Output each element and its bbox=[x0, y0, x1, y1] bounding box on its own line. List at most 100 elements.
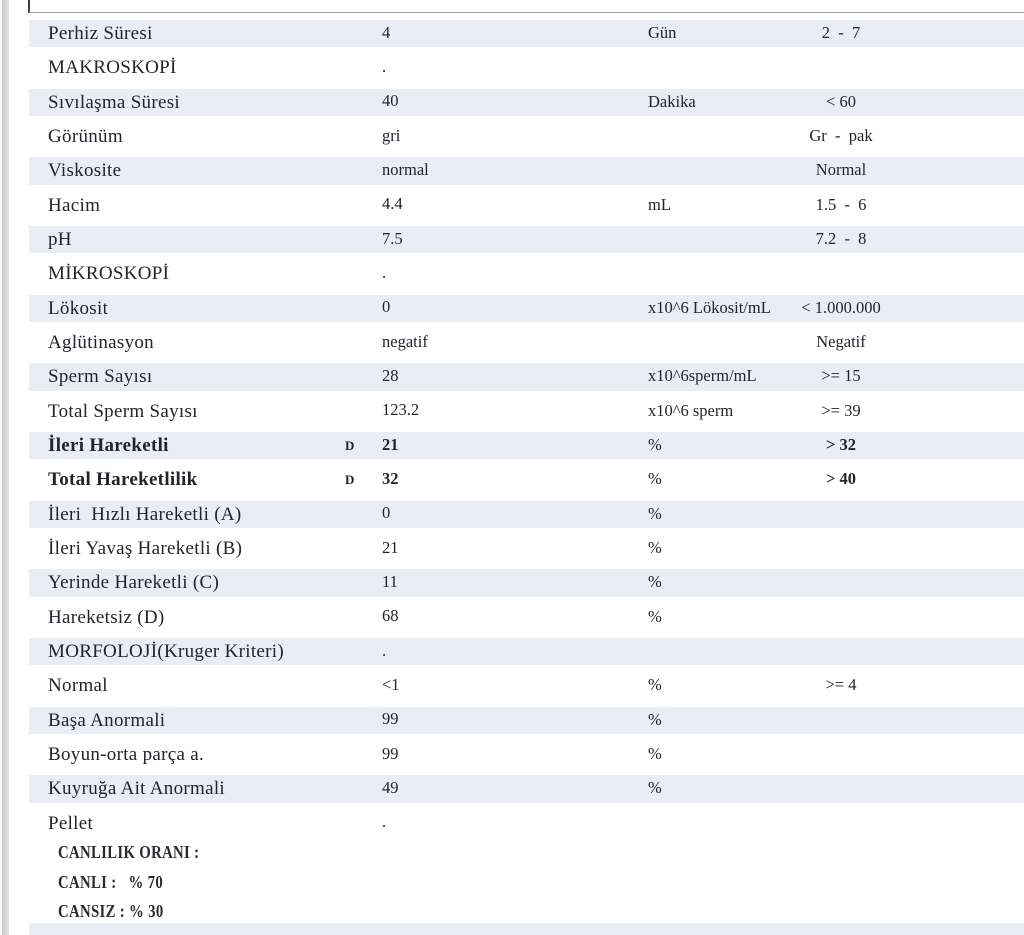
parameter-name: MORFOLOJİ(Kruger Kriteri) bbox=[48, 641, 284, 663]
result-unit: x10^6 Lökosit/mL bbox=[648, 297, 771, 317]
result-value: 21 bbox=[382, 537, 399, 557]
reference-range bbox=[741, 807, 941, 841]
lab-results-table: Perhiz Süresi 4 Gün 2 - 7 MAKROSKOPİ . S… bbox=[29, 17, 1024, 841]
flag-indicator: D bbox=[345, 472, 355, 488]
result-unit: x10^6sperm/mL bbox=[648, 366, 757, 386]
table-row: İleri Yavaş Hareketli (B) 21 % bbox=[29, 532, 1024, 566]
result-value: 0 bbox=[382, 503, 391, 523]
reference-range bbox=[741, 704, 941, 738]
table-row: Sperm Sayısı 28 x10^6sperm/mL >= 15 bbox=[29, 360, 1024, 394]
result-unit: Dakika bbox=[648, 91, 696, 111]
reference-range: > 40 bbox=[825, 469, 857, 489]
table-row: Görünüm gri Gr - pak bbox=[29, 120, 1024, 154]
parameter-name: Normal bbox=[48, 675, 108, 697]
parameter-name: İleri Yavaş Hareketli (B) bbox=[48, 538, 243, 560]
result-unit: % bbox=[648, 778, 662, 798]
parameter-name: Başa Anormali bbox=[48, 709, 166, 731]
reference-range bbox=[741, 51, 941, 85]
result-value: . bbox=[382, 812, 387, 832]
reference-range: 7.2 - 8 bbox=[815, 229, 867, 249]
result-value: . bbox=[382, 56, 387, 76]
result-unit: mL bbox=[648, 194, 671, 214]
reference-range: 2 - 7 bbox=[821, 23, 861, 43]
table-row: Sıvılaşma Süresi 40 Dakika < 60 bbox=[29, 86, 1024, 120]
result-unit: % bbox=[648, 469, 662, 489]
table-top-rule bbox=[29, 12, 1024, 13]
result-value: 123.2 bbox=[382, 400, 420, 420]
table-row: Lökosit 0 x10^6 Lökosit/mL < 1.000.000 bbox=[29, 292, 1024, 326]
result-unit: % bbox=[648, 675, 662, 695]
parameter-name: Viskosite bbox=[48, 160, 122, 182]
result-value: 4 bbox=[382, 22, 391, 42]
reference-range: Gr - pak bbox=[809, 126, 873, 146]
reference-range bbox=[741, 738, 941, 772]
reference-range: >= 4 bbox=[825, 675, 857, 695]
parameter-name: Hareketsiz (D) bbox=[48, 606, 165, 628]
reference-range: Negatif bbox=[816, 332, 866, 352]
parameter-name: MAKROSKOPİ bbox=[48, 57, 177, 79]
result-value: negatif bbox=[382, 331, 428, 351]
table-row: Yerinde Hareketli (C) 11 % bbox=[29, 566, 1024, 600]
table-row: Aglütinasyon negatif Negatif bbox=[29, 326, 1024, 360]
result-value: gri bbox=[382, 125, 401, 145]
parameter-name: Kuyruğa Ait Anormali bbox=[48, 778, 225, 800]
flag-indicator: D bbox=[345, 438, 355, 454]
table-row: Total Hareketlilik D 32 % > 40 bbox=[29, 463, 1024, 497]
table-row: Viskosite normal Normal bbox=[29, 154, 1024, 188]
table-row: İleri Hızlı Hareketli (A) 0 % bbox=[29, 498, 1024, 532]
result-value: 21 bbox=[382, 434, 399, 454]
table-row: MAKROSKOPİ . bbox=[29, 51, 1024, 85]
result-value: 4.4 bbox=[382, 194, 403, 214]
result-unit: % bbox=[648, 606, 662, 626]
result-value: 99 bbox=[382, 743, 399, 763]
reference-range bbox=[741, 635, 941, 669]
table-row: Total Sperm Sayısı 123.2 x10^6 sperm >= … bbox=[29, 395, 1024, 429]
result-value: 99 bbox=[382, 709, 399, 729]
parameter-name: Sperm Sayısı bbox=[48, 366, 153, 388]
result-value: 0 bbox=[382, 297, 391, 317]
result-unit: % bbox=[648, 503, 662, 523]
reference-range: > 32 bbox=[825, 435, 857, 455]
parameter-name: MİKROSKOPİ bbox=[48, 263, 170, 285]
reference-range: >= 15 bbox=[821, 366, 861, 386]
result-value: normal bbox=[382, 159, 429, 179]
result-unit: % bbox=[648, 744, 662, 764]
reference-range bbox=[741, 257, 941, 291]
vitality-dead: CANSIZ : % 30 bbox=[58, 901, 164, 922]
result-unit: % bbox=[648, 435, 662, 455]
reference-range bbox=[741, 532, 941, 566]
result-value: . bbox=[382, 640, 387, 660]
table-row: MİKROSKOPİ . bbox=[29, 257, 1024, 291]
parameter-name: Görünüm bbox=[48, 126, 123, 148]
parameter-name: Lökosit bbox=[48, 297, 109, 319]
table-row: Başa Anormali 99 % bbox=[29, 704, 1024, 738]
reference-range: 1.5 - 6 bbox=[815, 194, 867, 214]
parameter-name: Boyun-orta parça a. bbox=[48, 744, 205, 766]
result-value: 68 bbox=[382, 606, 399, 626]
table-row: pH 7.5 7.2 - 8 bbox=[29, 223, 1024, 257]
table-row: İleri Hareketli D 21 % > 32 bbox=[29, 429, 1024, 463]
result-value: . bbox=[382, 262, 387, 282]
reference-range bbox=[741, 498, 941, 532]
vitality-alive: CANLI : % 70 bbox=[58, 871, 164, 892]
result-value: 11 bbox=[382, 571, 398, 591]
table-row: Hacim 4.4 mL 1.5 - 6 bbox=[29, 189, 1024, 223]
page-edge-strip bbox=[2, 0, 9, 935]
result-unit: % bbox=[648, 572, 662, 592]
result-value: 40 bbox=[382, 91, 399, 111]
reference-range bbox=[741, 566, 941, 600]
parameter-name: Hacim bbox=[48, 194, 101, 216]
result-value: 32 bbox=[382, 468, 399, 488]
result-unit: Gün bbox=[648, 23, 677, 43]
reference-range: Normal bbox=[815, 160, 867, 180]
table-row: Kuyruğa Ait Anormali 49 % bbox=[29, 772, 1024, 806]
result-unit: % bbox=[648, 709, 662, 729]
table-row: MORFOLOJİ(Kruger Kriteri) . bbox=[29, 635, 1024, 669]
result-value: <1 bbox=[382, 674, 400, 694]
result-value: 7.5 bbox=[382, 228, 403, 248]
table-row: Normal <1 % >= 4 bbox=[29, 669, 1024, 703]
parameter-name: İleri Hızlı Hareketli (A) bbox=[48, 503, 242, 525]
parameter-name: Pellet bbox=[48, 812, 94, 834]
parameter-name: pH bbox=[48, 229, 72, 251]
vitality-section: CANLILIK ORANI : CANLI : % 70 CANSIZ : %… bbox=[58, 838, 230, 927]
